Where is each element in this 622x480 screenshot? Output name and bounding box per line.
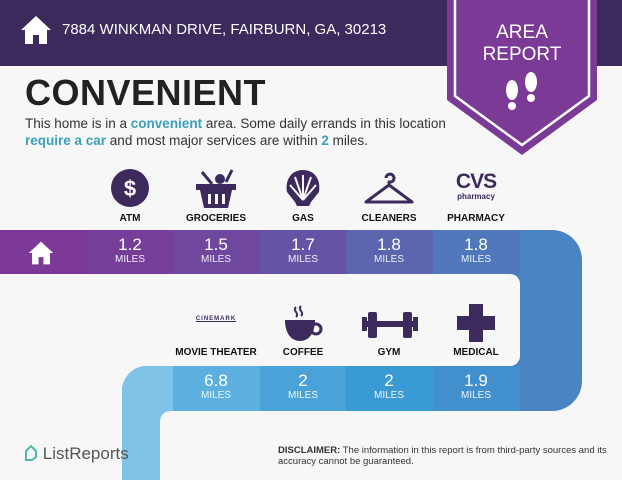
label-medical: MEDICAL	[453, 347, 499, 358]
shell-icon	[286, 170, 320, 206]
distance-coffee: 2 MILES	[287, 371, 318, 402]
coffee-cup-icon	[285, 305, 323, 341]
listreports-logo: ListReports	[24, 444, 129, 464]
cvs-logo: CVS pharmacy	[455, 170, 497, 201]
home-icon	[28, 241, 54, 265]
distance-gym: 2 MILES	[373, 371, 404, 402]
cinemark-logo: CINEMARK	[195, 316, 237, 322]
listreports-logo-icon	[25, 444, 37, 461]
badge-line2: REPORT	[482, 44, 562, 65]
house-icon	[21, 16, 51, 44]
dumbbell-icon	[362, 312, 418, 338]
label-gas: GAS	[292, 213, 314, 224]
page-title: CONVENIENT	[25, 72, 267, 113]
distance-pharmacy: 1.8 MILES	[460, 235, 491, 266]
distance-atm: 1.2 MILES	[114, 235, 145, 266]
medical-cross-icon	[457, 304, 495, 342]
label-movie-theater: MOVIE THEATER	[175, 347, 257, 358]
distance-medical: 1.9 MILES	[460, 371, 491, 402]
badge-line1: AREA	[496, 22, 548, 43]
description: This home is in a convenient area. Some …	[25, 116, 446, 148]
label-cleaners: CLEANERS	[361, 213, 417, 224]
label-groceries: GROCERIES	[185, 213, 246, 224]
property-address: 7884 WINKMAN DRIVE, FAIRBURN, GA, 30213	[62, 21, 387, 38]
grocery-basket-icon	[196, 169, 236, 208]
label-atm: ATM	[119, 213, 141, 224]
label-gym: GYM	[377, 347, 401, 358]
distance-groceries: 1.5 MILES	[200, 235, 231, 266]
footprints-icon	[506, 72, 537, 110]
hanger-icon	[364, 172, 414, 204]
dollar-icon: $	[111, 169, 149, 207]
distance-cleaners: 1.8 MILES	[373, 235, 404, 266]
label-pharmacy: PHARMACY	[447, 213, 505, 224]
distance-movie-theater: 6.8 MILES	[200, 371, 231, 402]
label-coffee: COFFEE	[282, 347, 324, 358]
area-report-badge	[447, 0, 597, 155]
distance-gas: 1.7 MILES	[287, 235, 318, 266]
disclaimer: DISCLAIMER: The information in this repo…	[278, 445, 607, 467]
svg-text:$: $	[124, 176, 136, 201]
